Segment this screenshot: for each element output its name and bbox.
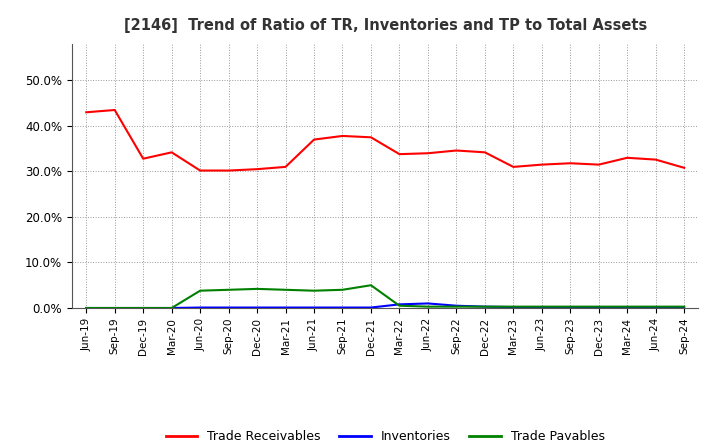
Legend: Trade Receivables, Inventories, Trade Payables: Trade Receivables, Inventories, Trade Pa… — [161, 425, 610, 440]
Title: [2146]  Trend of Ratio of TR, Inventories and TP to Total Assets: [2146] Trend of Ratio of TR, Inventories… — [124, 18, 647, 33]
